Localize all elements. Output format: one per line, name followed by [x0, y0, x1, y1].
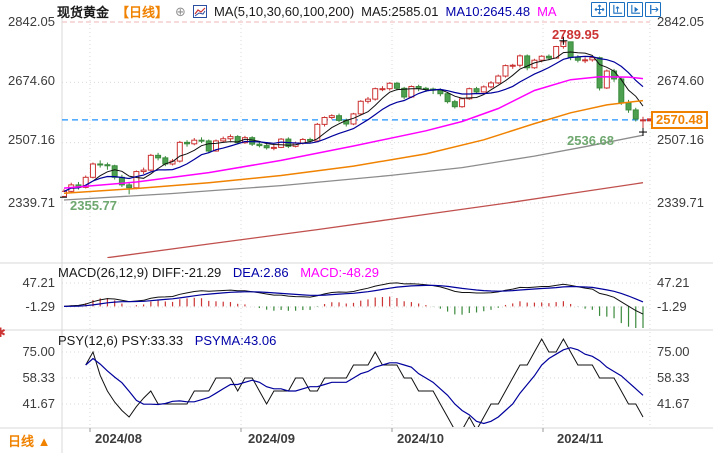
macd-axis-tick-left-2: -1.29 — [25, 299, 55, 314]
psy-axis-tick-left-1: 75.00 — [22, 344, 55, 359]
main-axis-tick-right-3: 2507.16 — [657, 132, 704, 147]
symbol-title: 现货黄金 — [57, 5, 110, 20]
psy-header[interactable]: PSY(12,6) PSY:33.33 PSYMA:43.06 — [58, 333, 276, 348]
macd-dea-value: DEA:2.86 — [232, 265, 289, 280]
main-axis-tick-left-2: 2674.60 — [8, 73, 55, 88]
macd-axis-tick-right-2: -1.29 — [657, 299, 687, 314]
main-axis-tick-right-1: 2842.05 — [657, 14, 704, 29]
pan-crosshair-icon[interactable] — [591, 2, 607, 17]
panel-settings-icon[interactable]: ✱ — [0, 325, 6, 340]
last-price-tag: 2570.48 — [651, 111, 708, 129]
macd-axis-tick-right-1: 47.21 — [657, 275, 690, 290]
chart-toolbar — [591, 2, 661, 17]
macd-axis-tick-left-1: 47.21 — [22, 275, 55, 290]
date-label-oct: 2024/10 — [397, 431, 444, 446]
recent-low-marker: 2536.68 — [567, 133, 614, 148]
chart-header: 现货黄金 【日线】 ⊕ MA(5,10,30,60,100,200) MA5:2… — [57, 2, 557, 21]
psy-axis-tick-right-1: 75.00 — [657, 344, 690, 359]
ma30-value-truncated: MA — [537, 4, 557, 19]
ma-settings-label[interactable]: MA(5,10,30,60,100,200) — [213, 4, 355, 19]
macd-diff-value: DIFF:-21.29 — [151, 265, 222, 280]
ma5-value: MA5:2585.01 — [361, 4, 439, 19]
period-low-marker: 2355.77 — [70, 198, 117, 213]
main-axis-tick-right-2: 2674.60 — [657, 73, 704, 88]
macd-header[interactable]: MACD(26,12,9) DIFF:-21.29 DEA:2.86 MACD:… — [58, 265, 379, 280]
psy-axis-tick-left-2: 58.33 — [22, 370, 55, 385]
date-label-aug: 2024/08 — [95, 431, 142, 446]
main-axis-tick-left-4: 2339.71 — [8, 195, 55, 210]
macd-title: MACD(26,12,9) DIFF:-21.29 — [58, 265, 222, 280]
main-axis-tick-right-4: 2339.71 — [657, 195, 704, 210]
psy-axis-tick-left-3: 41.67 — [22, 396, 55, 411]
chart-type-icon[interactable] — [192, 5, 207, 18]
psy-title: PSY(12,6) PSY:33.33 — [58, 333, 184, 348]
ma10-value: MA10:2645.48 — [445, 4, 531, 19]
high-price-marker: 2789.95 — [552, 27, 599, 42]
axis-zoom-vertical-icon[interactable] — [609, 2, 625, 17]
psy-value: PSY:33.33 — [121, 333, 184, 348]
main-axis-tick-left-1: 2842.05 — [8, 14, 55, 29]
psyma-value: PSYMA:43.06 — [194, 333, 277, 348]
date-label-sep: 2024/09 — [248, 431, 295, 446]
main-axis-tick-left-3: 2507.16 — [8, 132, 55, 147]
psy-axis-tick-right-3: 41.67 — [657, 396, 690, 411]
date-label-nov: 2024/11 — [557, 431, 604, 446]
axis-play-icon[interactable] — [627, 2, 643, 17]
period-label[interactable]: 【日线】 — [116, 5, 169, 20]
period-selector[interactable]: 日线 ▲ — [8, 434, 51, 449]
scroll-to-latest-icon[interactable] — [645, 2, 661, 17]
macd-bar-value: MACD:-48.29 — [300, 265, 379, 280]
add-indicator-icon[interactable]: ⊕ — [175, 3, 186, 19]
psy-axis-tick-right-2: 58.33 — [657, 370, 690, 385]
